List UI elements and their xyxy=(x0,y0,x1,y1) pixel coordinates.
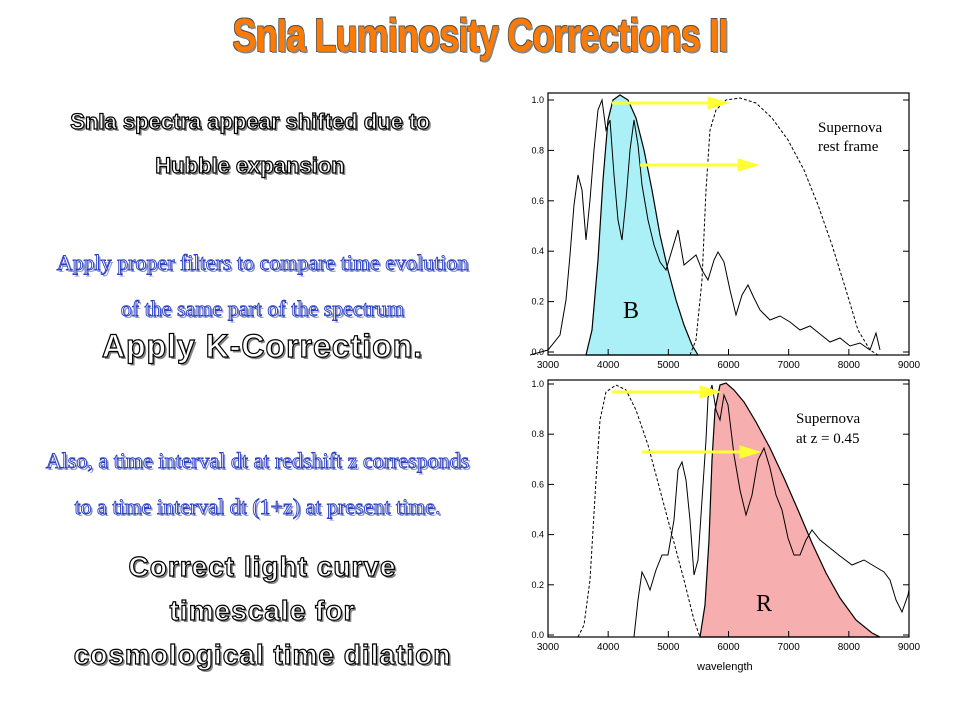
arrow-head-icon xyxy=(739,445,762,459)
slide-title: SnIa Luminosity Corrections II xyxy=(232,9,729,61)
top-legend-line-2: rest frame xyxy=(818,139,879,155)
b-filter-fill xyxy=(585,94,700,356)
bottom-y-tick-label: 0.6 xyxy=(531,479,544,489)
bottom-x-tick-label: 7000 xyxy=(778,642,801,653)
top-x-tick-label: 6000 xyxy=(717,360,740,371)
r-filter-label: R xyxy=(756,591,772,617)
bottom-legend-line-1: Supernova xyxy=(796,411,860,427)
hubble-text: SnIa spectra appear shifted due to Hubbl… xyxy=(0,100,500,188)
top-x-tick-label: 8000 xyxy=(838,360,861,371)
hubble-line-1: SnIa spectra appear shifted due to xyxy=(70,108,431,134)
top-x-tick-label: 7000 xyxy=(778,360,801,371)
bottom-x-tick-label: 5000 xyxy=(657,642,680,653)
filters-text: Apply proper filters to compare time evo… xyxy=(0,240,525,332)
top-x-tick-label: 5000 xyxy=(657,360,680,371)
supernova-spectrum-rest xyxy=(529,98,881,356)
correct-line-3: cosmological time dilation xyxy=(73,638,452,670)
top-x-tick-label: 4000 xyxy=(597,360,620,371)
arrow-head-icon xyxy=(737,158,760,172)
dilation-line-1: Also, a time interval dt at redshift z c… xyxy=(45,448,470,474)
bottom-x-tick-label: 4000 xyxy=(597,642,620,653)
filters-line-1: Apply proper filters to compare time evo… xyxy=(56,250,469,276)
dilation-line-2: to a time interval dt (1+z) at present t… xyxy=(74,494,441,520)
arrow-head-icon xyxy=(707,96,730,110)
top-y-tick-label: 0.6 xyxy=(531,196,544,206)
b-filter-label: B xyxy=(623,298,639,324)
x-axis-label: wavelength xyxy=(696,661,753,673)
time-dilation-text: Correct light curve timescale for cosmol… xyxy=(0,545,525,677)
supernova-spectrum-shifted xyxy=(633,384,910,638)
bottom-x-tick-label: 9000 xyxy=(898,642,921,653)
top-y-tick-label: 0.4 xyxy=(531,246,544,256)
top-y-tick-label: 1.0 xyxy=(531,95,544,105)
bottom-x-tick-label: 6000 xyxy=(717,642,740,653)
filters-line-2: of the same part of the spectrum xyxy=(120,296,405,322)
top-y-tick-label: 0.0 xyxy=(531,347,544,357)
correct-line-1: Correct light curve xyxy=(128,550,397,582)
top-y-tick-label: 0.8 xyxy=(531,145,544,155)
bottom-y-tick-label: 0.8 xyxy=(531,429,544,439)
rest-frame-filter-curve xyxy=(689,97,879,356)
bottom-x-tick-label: 8000 xyxy=(838,642,861,653)
bottom-y-tick-label: 1.0 xyxy=(531,379,544,389)
arrow-head-icon xyxy=(699,385,722,399)
bottom-legend-line-2: at z = 0.45 xyxy=(796,431,859,447)
bottom-y-tick-label: 0.2 xyxy=(531,580,544,590)
bottom-x-tick-label: 3000 xyxy=(537,642,560,653)
bottom-y-tick-label: 0.4 xyxy=(531,530,544,540)
shift-arrows xyxy=(612,96,762,459)
hubble-line-2: Hubble expansion xyxy=(155,152,346,178)
top-x-tick-label: 3000 xyxy=(537,360,560,371)
bottom-y-tick-label: 0.0 xyxy=(531,630,544,640)
dilation-text: Also, a time interval dt at redshift z c… xyxy=(0,438,515,530)
top-legend-line-1: Supernova xyxy=(818,120,882,136)
k-correction-text: Apply K-Correction. xyxy=(101,327,424,364)
top-y-tick-label: 0.2 xyxy=(531,297,544,307)
axis-ticks: 3000 4000 5000 6000 7000 8000 9000 0.0 0.2 0.4 0.6… xyxy=(531,95,920,653)
correct-line-2: timescale for xyxy=(169,594,356,626)
shifted-b-filter-curve xyxy=(577,384,701,638)
top-x-tick-label: 9000 xyxy=(898,360,921,371)
